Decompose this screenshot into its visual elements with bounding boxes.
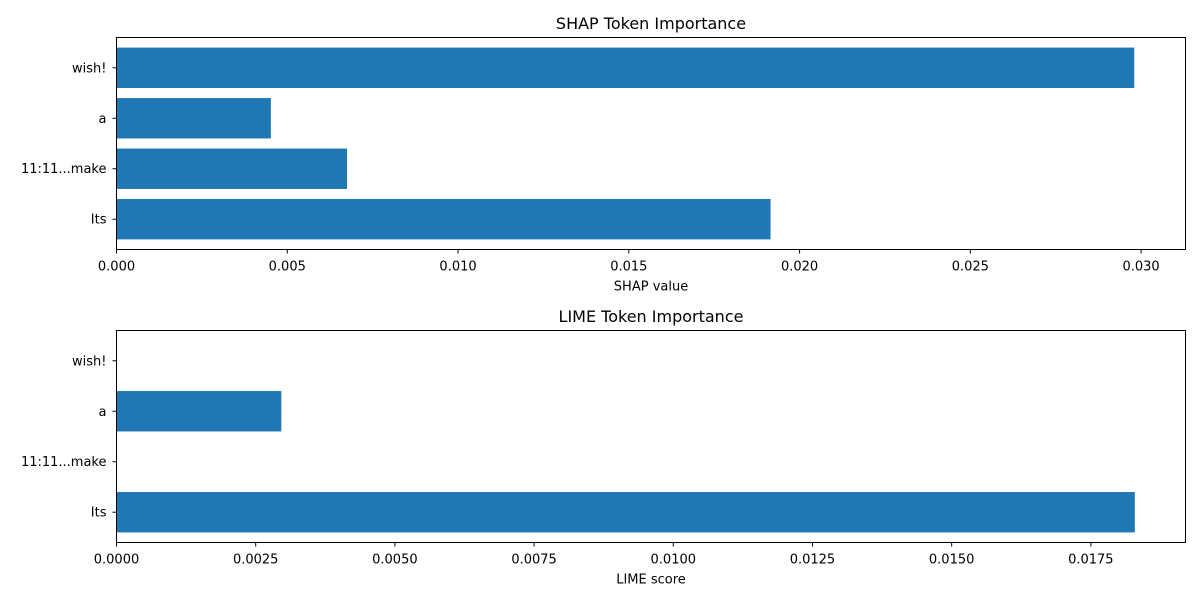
shap-ytick-label: a	[99, 112, 107, 127]
lime-xtick-label: 0.0100	[651, 553, 697, 568]
shap-xtick-label: 0.005	[269, 260, 306, 275]
shap-ytick-label: Its	[91, 213, 107, 228]
lime-ytick-label: wish!	[72, 354, 106, 369]
shap-xtick-label: 0.020	[781, 260, 818, 275]
shap-axes-frame	[116, 37, 1186, 250]
lime-x-axis-label: LIME score	[616, 573, 686, 588]
shap-xtick-label: 0.025	[952, 260, 989, 275]
lime-xtick-label: 0.0150	[929, 553, 975, 568]
shap-chart-panel: Its 11:11...make a wish! 0.000 0.005 0.010 0.01…	[21, 14, 1186, 295]
lime-bar-its	[116, 492, 1135, 533]
lime-xtick-label: 0.0050	[372, 553, 418, 568]
shap-bar-wish	[116, 47, 1135, 88]
lime-bar-a	[116, 391, 282, 432]
shap-bar-its	[116, 199, 771, 240]
shap-bar-11-11-make	[116, 148, 348, 189]
lime-xtick-label: 0.0000	[94, 553, 140, 568]
lime-xtick-label: 0.0125	[790, 553, 836, 568]
shap-chart-title: SHAP Token Importance	[556, 14, 746, 33]
lime-ytick-label: a	[99, 405, 107, 420]
lime-ytick-label: 11:11...make	[21, 455, 107, 470]
lime-chart-panel: Its 11:11...make a wish! 0.0000 0.0025 0.0050 0…	[21, 307, 1186, 588]
shap-ytick-label: 11:11...make	[21, 162, 107, 177]
lime-chart-title: LIME Token Importance	[559, 307, 744, 326]
lime-xtick-label: 0.0175	[1068, 553, 1114, 568]
shap-x-axis-label: SHAP value	[614, 280, 688, 295]
shap-xtick-label: 0.000	[98, 260, 135, 275]
shap-xtick-label: 0.010	[439, 260, 476, 275]
lime-xtick-label: 0.0025	[233, 553, 279, 568]
lime-ytick-label: Its	[91, 506, 107, 521]
lime-axes-frame	[116, 330, 1186, 543]
lime-xtick-label: 0.0075	[511, 553, 557, 568]
shap-xtick-label: 0.015	[610, 260, 647, 275]
shap-ytick-label: wish!	[72, 61, 106, 76]
shap-xtick-label: 0.030	[1122, 260, 1159, 275]
shap-bar-a	[116, 98, 271, 139]
